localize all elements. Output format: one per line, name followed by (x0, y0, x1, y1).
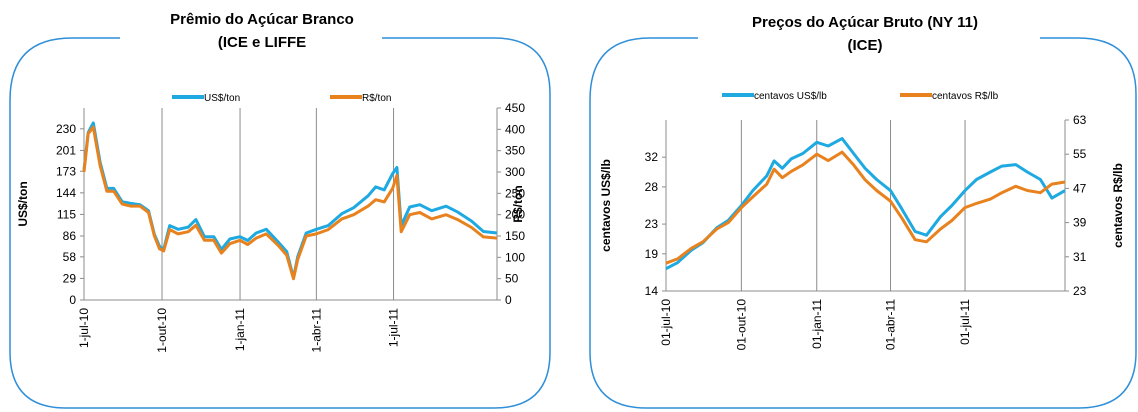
series-line-usd (665, 137, 1066, 271)
y2-tick-label: 50 (505, 272, 519, 286)
y-tick-label: 115 (57, 207, 76, 221)
chart-subtitle: (ICE) (848, 37, 883, 54)
legend-label-brl: centavos R$/lb (932, 91, 999, 102)
y-tick-label: 86 (63, 229, 77, 243)
y-axis-title: US$/ton (16, 181, 30, 226)
y2-tick-label: 55 (1073, 147, 1087, 161)
y-tick-label: 201 (56, 143, 76, 157)
y-tick-label: 0 (69, 293, 76, 307)
y-tick-label: 230 (56, 122, 76, 136)
chart-title: Preços do Açúcar Bruto (NY 11) (752, 14, 978, 31)
y-tick-label: 19 (645, 247, 659, 261)
series-line-brl (82, 125, 498, 281)
chart-panel-raw-sugar-prices: Preços do Açúcar Bruto (NY 11) (ICE) 01-… (578, 0, 1138, 412)
x-tick-label: 1-jul-10 (77, 308, 91, 348)
x-tick-label: 1-jan-11 (233, 308, 247, 351)
x-tick-label: 1-abr-11 (309, 308, 323, 353)
y-tick-label: 173 (56, 164, 76, 178)
y-tick-label: 32 (645, 150, 659, 164)
y2-tick-label: 350 (505, 144, 525, 158)
y2-tick-label: 150 (505, 229, 525, 243)
y2-tick-label: 39 (1073, 216, 1087, 230)
y-tick-label: 14 (645, 284, 659, 298)
y2-tick-label: 23 (1073, 284, 1087, 298)
chart-frame (589, 37, 1137, 409)
y-axis-title: centavos US$/lb (599, 159, 613, 252)
y2-tick-label: 200 (505, 208, 525, 222)
chart-raw-sugar-prices: Preços do Açúcar Bruto (NY 11) (ICE) 01-… (589, 14, 1137, 409)
y-tick-label: 29 (63, 271, 77, 285)
x-tick-label: 01-out-10 (734, 299, 748, 351)
legend-label-usd: centavos US$/lb (754, 91, 827, 102)
y-tick-label: 28 (645, 180, 659, 194)
y2-tick-label: 250 (505, 186, 525, 200)
x-tick-label: 1-jul-11 (387, 308, 401, 347)
y2-tick-label: 400 (505, 122, 525, 136)
x-tick-label: 01-abr-11 (883, 299, 897, 350)
y-tick-label: 58 (63, 250, 77, 264)
x-tick-label: 01-jan-11 (810, 299, 824, 349)
chart-subtitle: (ICE e LIFFE (218, 34, 306, 51)
legend-label-brl: R$/ton (362, 93, 391, 104)
y2-tick-label: 0 (505, 293, 512, 307)
y-tick-label: 23 (645, 217, 659, 231)
x-tick-label: 01-jul-11 (958, 299, 972, 345)
y2-tick-label: 63 (1073, 113, 1087, 127)
chart-frame (9, 37, 551, 409)
chart-white-sugar-premium: Prêmio do Açúcar Branco (ICE e LIFFE 1-j… (9, 11, 551, 409)
chart-panel-white-sugar-premium: Prêmio do Açúcar Branco (ICE e LIFFE 1-j… (0, 0, 560, 412)
legend-label-usd: US$/ton (204, 93, 240, 104)
y2-axis-title: centavos R$/lb (1111, 163, 1125, 248)
series-line-usd (82, 121, 498, 280)
series-line-brl (665, 150, 1066, 265)
chart-title: Prêmio do Açúcar Branco (170, 11, 354, 28)
x-tick-label: 01-jul-10 (659, 299, 673, 346)
y2-tick-label: 300 (505, 165, 525, 179)
y2-tick-label: 450 (505, 101, 525, 115)
y2-axis-title: R$/ton (511, 185, 525, 222)
y-tick-label: 144 (56, 186, 76, 200)
y2-tick-label: 47 (1073, 181, 1087, 195)
y2-tick-label: 31 (1073, 250, 1087, 264)
x-tick-label: 1-out-10 (155, 308, 169, 353)
y2-tick-label: 100 (505, 250, 525, 264)
